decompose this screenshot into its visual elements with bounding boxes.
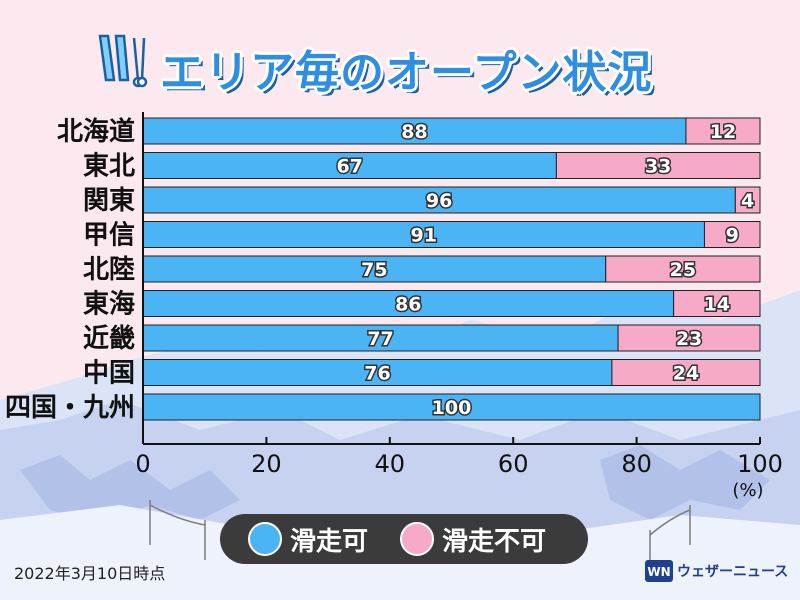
logo-text: WN — [647, 565, 670, 579]
chart-title-area: エリア毎のオープン状況 — [0, 28, 800, 98]
data-label: 24 — [673, 363, 699, 385]
data-label: 9 — [726, 225, 739, 247]
x-tick-label: 80 — [621, 450, 652, 478]
data-label: 25 — [670, 259, 696, 281]
data-label: 76 — [364, 363, 390, 385]
data-label: 100 — [432, 397, 472, 419]
bar-segment — [685, 117, 761, 145]
x-tick-label: 20 — [251, 450, 282, 478]
legend-swatch-closed — [400, 522, 434, 556]
data-label: 75 — [361, 259, 387, 281]
category-label: 北陸 — [83, 255, 135, 285]
bar-segment — [142, 117, 687, 145]
data-label: 96 — [426, 190, 452, 212]
x-tick-label: 40 — [375, 450, 406, 478]
data-label: 88 — [401, 121, 427, 143]
data-label: 23 — [676, 328, 702, 350]
ski-icon — [98, 34, 148, 88]
data-label: 4 — [741, 190, 754, 212]
legend-swatch-open — [248, 522, 282, 556]
chart-title: エリア毎のオープン状況 — [160, 47, 653, 98]
bar-segment — [142, 324, 619, 352]
bar-segment — [611, 359, 761, 386]
data-label: 77 — [367, 328, 393, 350]
category-label: 東海 — [83, 290, 135, 320]
data-label: 86 — [395, 294, 421, 316]
bar-segment — [703, 221, 761, 248]
legend-label-closed: 滑走不可 — [442, 526, 547, 557]
category-label: 北海道 — [57, 116, 135, 147]
bar-segment — [142, 393, 761, 421]
bar-segment — [673, 290, 761, 317]
category-label: 甲信 — [83, 221, 135, 251]
footer-date: 2022年3月10日時点 — [14, 564, 166, 583]
bar-segment — [617, 324, 761, 352]
bar-segment — [555, 152, 761, 179]
data-label: 14 — [704, 294, 730, 316]
data-label: 12 — [710, 121, 736, 143]
data-label: 67 — [336, 156, 362, 178]
category-label: 中国 — [83, 359, 135, 389]
legend-label-open: 滑走可 — [290, 526, 369, 557]
bar-segment — [142, 221, 705, 248]
bar-segment — [142, 359, 613, 386]
x-axis-unit: (%) — [732, 480, 763, 501]
category-label: 四国・九州 — [5, 393, 135, 423]
weathernews-logo-icon: WN — [645, 560, 673, 582]
x-tick-label: 100 — [737, 450, 783, 478]
bar-segment — [142, 255, 607, 283]
brand-logo: WN ウェザーニュース — [645, 560, 788, 582]
category-label: 関東 — [83, 186, 135, 216]
legend-item-open: 滑走可 — [248, 514, 368, 564]
legend-item-closed: 滑走不可 — [400, 514, 546, 564]
brand-name: ウェザーニュース — [677, 564, 789, 580]
data-label: 33 — [645, 156, 671, 178]
x-tick-label: 60 — [498, 450, 529, 478]
bar-segment — [734, 186, 761, 214]
category-label: 東北 — [83, 152, 135, 182]
bar-segment — [142, 290, 675, 317]
chart-legend: 滑走可 滑走不可 — [220, 514, 588, 564]
data-label: 91 — [411, 225, 437, 247]
bar-segment — [142, 186, 736, 214]
category-label: 近畿 — [83, 324, 135, 354]
bar-segment — [605, 255, 761, 283]
x-tick-label: 0 — [135, 450, 150, 478]
